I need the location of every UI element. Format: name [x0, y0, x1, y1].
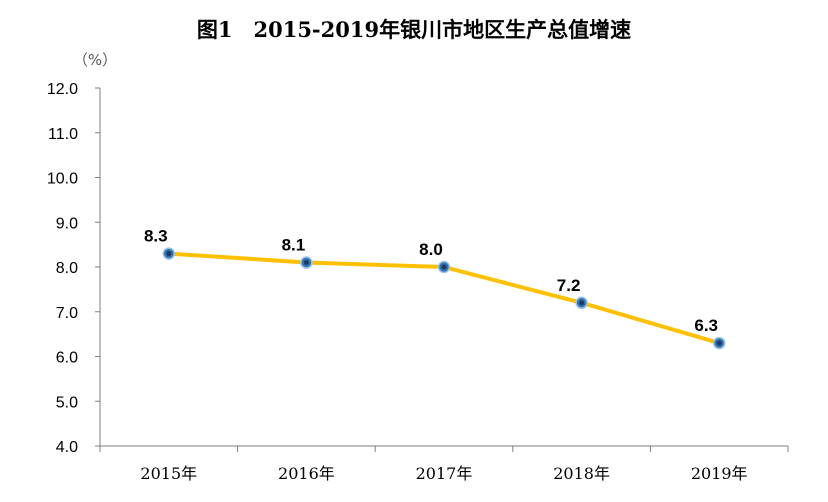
data-point [437, 260, 451, 274]
data-label: 8.3 [144, 227, 168, 246]
data-point-center [716, 340, 722, 346]
y-tick-label: 7.0 [56, 305, 78, 322]
data-point-center [441, 264, 447, 270]
y-tick-label: 8.0 [56, 260, 78, 277]
x-tick-label: 2016年 [278, 464, 335, 483]
y-unit-label: （%） [73, 51, 117, 69]
data-point-center [303, 260, 309, 266]
y-tick-label: 5.0 [56, 394, 78, 411]
data-point [575, 296, 588, 310]
data-point [300, 256, 313, 269]
x-tick-label: 2017年 [416, 464, 473, 483]
data-label: 8.0 [419, 240, 443, 259]
y-tick-label: 4.0 [56, 439, 78, 456]
data-label: 7.2 [557, 276, 581, 295]
y-tick-label: 11.0 [48, 126, 78, 143]
data-point [162, 247, 176, 260]
y-axis-ticks: 4.0 5.0 6.0 7.0 8.0 9.0 10.0 11.0 12.0 [47, 81, 100, 456]
y-tick-label: 9.0 [56, 215, 78, 232]
y-tick-label: 12.0 [47, 81, 78, 98]
y-tick-label: 10.0 [47, 171, 78, 188]
x-tick-label: 2018年 [553, 464, 610, 483]
data-point-center [166, 251, 172, 257]
data-label: 8.1 [282, 236, 306, 255]
y-tick-label: 6.0 [56, 350, 78, 367]
data-point [712, 336, 726, 350]
data-points [162, 247, 726, 350]
x-axis-ticks: 2015年 2016年 2017年 2018年 2019年 [99, 446, 789, 483]
data-label: 6.3 [694, 316, 718, 335]
x-tick-label: 2019年 [691, 464, 748, 483]
data-point-center [579, 300, 585, 306]
x-tick-label: 2015年 [140, 464, 197, 483]
data-labels: 8.3 8.1 8.0 7.2 6.3 [144, 227, 718, 336]
chart-title: 图1 2015-2019年银川市地区生产总值增速 [197, 17, 631, 42]
